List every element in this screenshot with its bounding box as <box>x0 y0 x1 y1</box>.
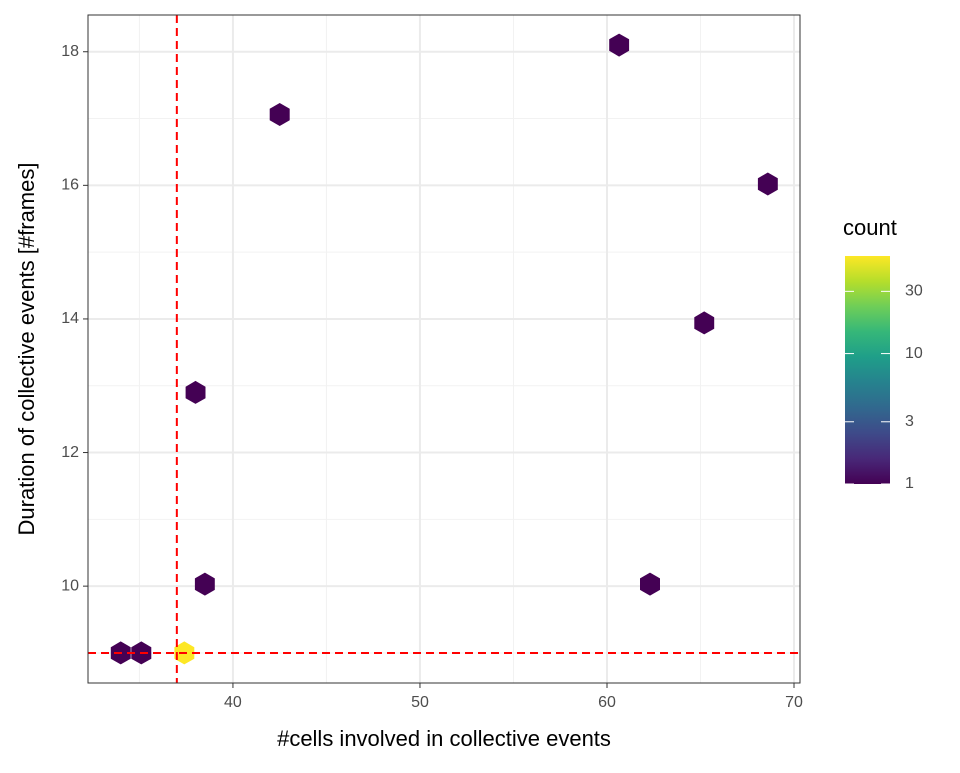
y-tick-label: 16 <box>61 177 79 194</box>
y-axis-title: Duration of collective events [#frames] <box>14 163 39 536</box>
x-tick-label: 50 <box>411 694 429 711</box>
x-axis-title: #cells involved in collective events <box>277 726 611 751</box>
y-tick-label: 18 <box>61 43 79 60</box>
colorbar-label: 3 <box>905 413 914 430</box>
x-tick-label: 60 <box>598 694 616 711</box>
panel-border <box>87 14 801 684</box>
hexbin <box>185 380 206 404</box>
y-tick-label: 10 <box>61 577 79 594</box>
hexbin <box>609 33 630 57</box>
y-tick-label: 12 <box>61 444 79 461</box>
hexbin <box>269 103 290 126</box>
y-tick-label: 14 <box>61 310 79 327</box>
x-tick-label: 70 <box>785 694 803 711</box>
hexbin <box>694 311 715 335</box>
colorbar-label: 10 <box>905 345 923 362</box>
hexbin <box>640 572 660 596</box>
x-tick-label: 40 <box>224 694 242 711</box>
legend-title: count <box>843 215 897 240</box>
hexbin <box>757 172 778 196</box>
colorbar-label: 1 <box>905 475 914 492</box>
colorbar <box>845 256 890 484</box>
colorbar-label: 30 <box>905 283 923 300</box>
hexbin <box>194 572 215 596</box>
